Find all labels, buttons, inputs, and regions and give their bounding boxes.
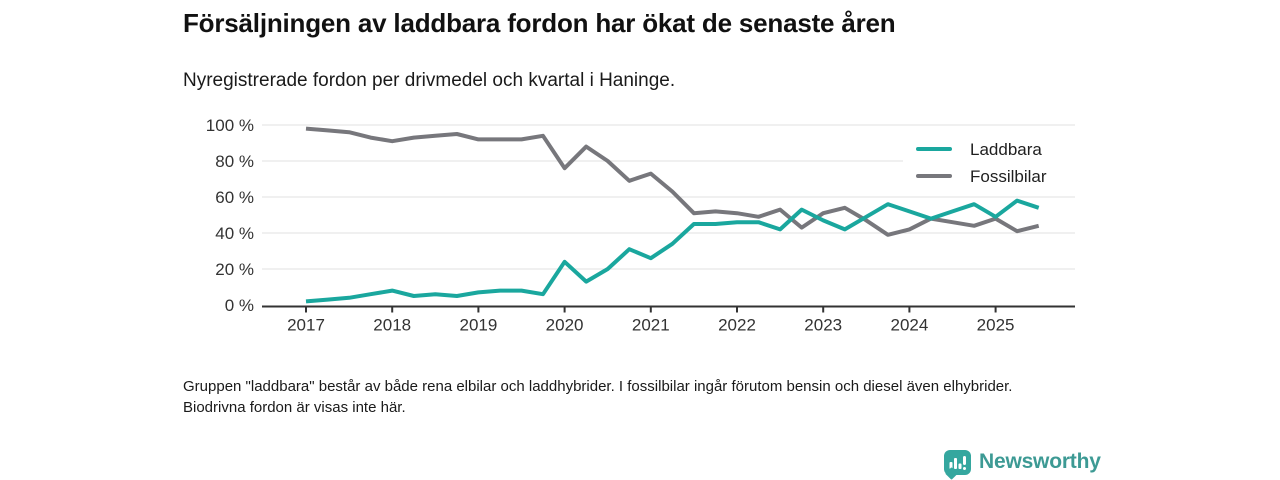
x-tick-label: 2021 <box>632 316 670 335</box>
x-tick-label: 2017 <box>287 316 325 335</box>
x-tick-label: 2022 <box>718 316 756 335</box>
legend-label-fossilbilar: Fossilbilar <box>970 167 1047 186</box>
y-tick-label: 40 % <box>215 224 254 243</box>
y-tick-label: 20 % <box>215 260 254 279</box>
x-tick-label: 2024 <box>890 316 928 335</box>
y-tick-label: 100 % <box>206 116 254 135</box>
bar-chart-speech-bubble-icon <box>944 449 971 475</box>
series-line-fossilbilar <box>305 126 1040 237</box>
chart-subtitle: Nyregistrerade fordon per drivmedel och … <box>183 70 676 91</box>
x-tick-label: 2019 <box>459 316 497 335</box>
x-tick-label: 2023 <box>804 316 842 335</box>
y-tick-label: 0 % <box>225 296 254 315</box>
x-tick-label: 2025 <box>977 316 1015 335</box>
legend-label-laddbara: Laddbara <box>970 140 1042 159</box>
logo-bars <box>949 455 966 470</box>
newsworthy-logo: Newsworthy <box>944 448 1101 476</box>
chart-title: Försäljningen av laddbara fordon har öka… <box>183 8 896 38</box>
legend-background <box>903 131 1078 191</box>
chart-footnote: Gruppen "laddbara" består av både rena e… <box>183 378 1013 416</box>
logo-wordmark: Newsworthy <box>979 450 1101 473</box>
y-tick-label: 60 % <box>215 188 254 207</box>
x-tick-label: 2018 <box>373 316 411 335</box>
y-tick-label: 80 % <box>215 152 254 171</box>
x-tick-label: 2020 <box>546 316 584 335</box>
series-line-laddbara <box>305 198 1040 304</box>
